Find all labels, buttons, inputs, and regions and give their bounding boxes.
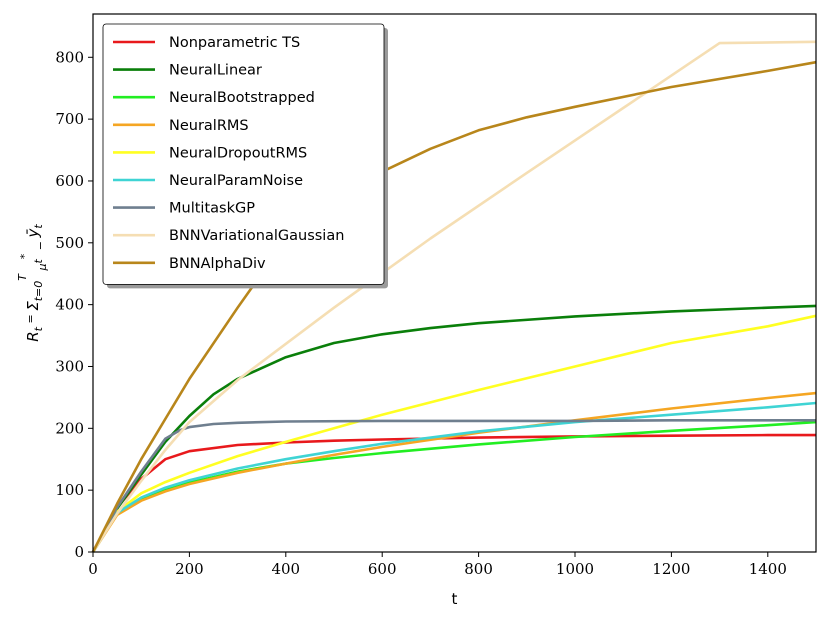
y-tick-label: 800 xyxy=(55,48,84,66)
y-tick-label: 500 xyxy=(55,234,84,252)
y-tick-label: 700 xyxy=(55,110,84,128)
x-axis-ticks: 0 200 400 600 800 1000 1200 1400 xyxy=(88,552,787,578)
y-tick-label: 200 xyxy=(55,419,84,437)
y-tick-label: 300 xyxy=(55,357,84,375)
legend-label-0: Nonparametric TS xyxy=(169,35,300,51)
x-tick-label: 1200 xyxy=(652,560,690,578)
series-line-5 xyxy=(91,401,817,553)
plot-area-frame xyxy=(92,13,817,553)
x-tick-label: 1000 xyxy=(556,560,594,578)
legend-label-5: NeuralParamNoise xyxy=(169,173,303,189)
series-line-3 xyxy=(91,391,817,553)
series-line-2 xyxy=(91,420,817,553)
x-tick-label: 0 xyxy=(88,560,98,578)
legend-label-8: BNNAlphaDiv xyxy=(169,256,266,272)
series-line-4 xyxy=(91,314,817,553)
x-axis-label: t xyxy=(452,590,458,608)
series-line-1 xyxy=(91,304,817,553)
series-line-7 xyxy=(91,40,817,553)
series-line-0 xyxy=(91,433,816,553)
x-tick-label: 800 xyxy=(464,560,493,578)
legend-label-7: BNNVariationalGaussian xyxy=(169,228,344,244)
y-tick-label: 0 xyxy=(74,543,84,561)
x-tick-label: 600 xyxy=(368,560,397,578)
legend-label-4: NeuralDropoutRMS xyxy=(169,145,307,161)
y-tick-label: 100 xyxy=(55,481,84,499)
series-line-6 xyxy=(91,418,816,553)
y-tick-label: 600 xyxy=(55,172,84,190)
y-axis-ticks: 0 100 200 300 400 500 600 700 800 xyxy=(55,48,93,561)
x-tick-label: 1400 xyxy=(749,560,787,578)
legend: Nonparametric TS NeuralLinear NeuralBootst… xyxy=(102,23,388,289)
legend-label-2: NeuralBootstrapped xyxy=(169,90,315,106)
y-tick-label: 400 xyxy=(55,296,84,314)
legend-label-6: MultitaskGP xyxy=(169,201,255,217)
legend-label-3: NeuralRMS xyxy=(169,118,249,134)
legend-label-1: NeuralLinear xyxy=(169,63,262,79)
x-tick-label: 200 xyxy=(175,560,204,578)
x-tick-label: 400 xyxy=(271,560,300,578)
y-axis-label: Rt = Σt=0T μt* − ȳt xyxy=(16,224,49,342)
legend-box xyxy=(102,23,385,285)
